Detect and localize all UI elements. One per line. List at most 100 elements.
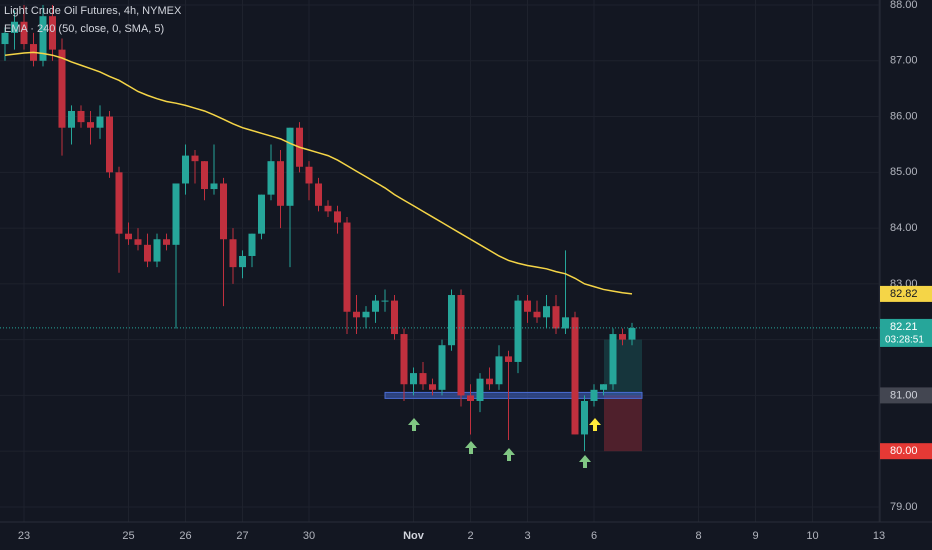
candle-body: [372, 300, 379, 312]
arrow: [589, 418, 601, 431]
candle-body: [590, 389, 598, 401]
candle-body: [543, 306, 550, 318]
y-tick-label: 87.00: [890, 55, 918, 67]
candle-body: [144, 244, 151, 262]
countdown: 03:28:51: [885, 335, 924, 346]
x-tick-label: 26: [179, 530, 191, 542]
stop-label-bg: [880, 443, 932, 460]
candle-body: [600, 384, 607, 390]
x-tick-label: 2: [467, 530, 473, 542]
candle-body: [571, 317, 579, 435]
candle-body: [201, 161, 208, 190]
candle-body: [58, 49, 66, 128]
candle-body: [410, 373, 417, 385]
candle-body: [125, 233, 132, 240]
candle-body: [619, 334, 626, 340]
candle-body: [286, 127, 294, 206]
indicator-legend: EMA · 240 (50, close, 0, SMA, 5): [4, 23, 164, 35]
ema-label-bg: [880, 285, 932, 302]
x-tick-label: 9: [752, 530, 758, 542]
stop-label: 80.00: [890, 445, 918, 457]
candle-body: [476, 378, 484, 401]
arrow: [465, 441, 477, 454]
candle-body: [552, 306, 560, 329]
entry-label-bg: [880, 387, 932, 404]
candle-body: [153, 239, 161, 262]
candle-body: [68, 110, 75, 128]
x-tick-label: Nov: [403, 530, 425, 542]
candle-body: [1, 32, 9, 45]
y-tick-label: 85.00: [890, 166, 918, 178]
y-tick-label: 79.00: [890, 501, 918, 513]
ema-line: [4, 51, 633, 295]
candle-body: [258, 194, 265, 234]
candle-body: [438, 345, 446, 390]
x-tick-label: 6: [591, 530, 597, 542]
candle-body: [210, 183, 218, 190]
candle-body: [315, 183, 322, 206]
candle-body: [400, 334, 408, 385]
candle-body: [391, 300, 398, 335]
y-tick-label: 88.00: [890, 0, 918, 11]
arrow: [579, 455, 591, 468]
candle-body: [248, 233, 256, 256]
candle-body: [362, 311, 370, 318]
candle-body: [581, 400, 588, 435]
candle-body: [486, 378, 493, 385]
candle-body: [182, 155, 189, 184]
y-tick-label: 84.00: [890, 222, 918, 234]
candle-body: [343, 222, 351, 312]
y-tick-label: 86.00: [890, 110, 918, 122]
candle-body: [495, 356, 503, 385]
loss-zone: [604, 395, 642, 452]
candle-body: [96, 116, 104, 128]
candle-body: [324, 205, 332, 212]
x-tick-label: 30: [303, 530, 315, 542]
candle-body: [353, 311, 360, 318]
candle-body: [267, 161, 275, 195]
candle-body: [429, 384, 436, 390]
candle-body: [39, 16, 47, 61]
candle-body: [467, 395, 474, 401]
candle-body: [628, 327, 636, 340]
x-tick-label: 27: [236, 530, 248, 542]
support-band: [384, 391, 643, 399]
arrow: [408, 418, 420, 431]
candle-body: [163, 239, 170, 245]
candle-body: [172, 183, 180, 245]
candle-body: [562, 317, 569, 329]
plot: [0, 5, 880, 452]
x-tick-label: 23: [18, 530, 30, 542]
candle-body: [115, 172, 123, 234]
candle-body: [49, 16, 56, 50]
candle-body: [514, 300, 522, 362]
ema-label: 82.82: [890, 288, 918, 300]
legend-title: Light Crude Oil Futures, 4h, NYMEX: [4, 5, 182, 17]
candle-body: [381, 300, 389, 302]
last-price-label: 82.21: [890, 321, 918, 333]
x-tick-label: 25: [122, 530, 134, 542]
x-tick-label: 3: [524, 530, 530, 542]
candle-body: [220, 183, 227, 240]
candle-body: [505, 356, 512, 362]
arrow: [503, 448, 515, 461]
candle-body: [419, 373, 427, 385]
candle-body: [11, 21, 18, 33]
entry-label: 81.00: [890, 389, 918, 401]
candle-body: [305, 166, 313, 184]
candle-body: [533, 311, 541, 318]
candle-body: [229, 239, 237, 268]
candle-body: [20, 21, 28, 45]
candle-body: [448, 295, 455, 346]
candle-body: [191, 155, 199, 162]
last-price-bg: [880, 318, 932, 347]
candle-body: [277, 161, 284, 206]
arrows: [408, 418, 601, 468]
candle-body: [87, 122, 94, 128]
price-axis: 79.0080.0081.0082.0083.0084.0085.0086.00…: [18, 0, 932, 542]
candle-body: [334, 211, 341, 223]
candle-body: [134, 239, 142, 245]
